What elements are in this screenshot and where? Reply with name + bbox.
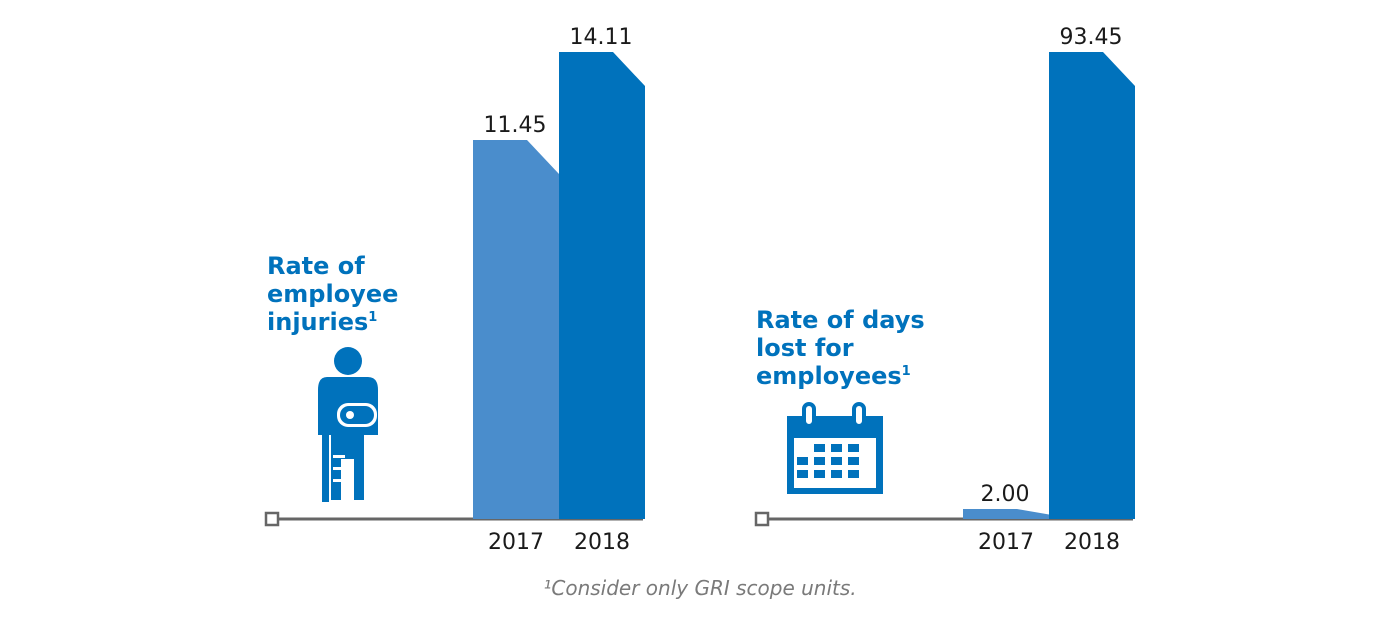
bar-value-label: 93.45 (1060, 25, 1123, 50)
title-line: Rate of (267, 252, 365, 280)
title-line: employee (267, 280, 399, 308)
bar-2018 (1049, 52, 1135, 519)
days-lost-chart-panel: Rate of days lost for employees1 2.00 201… (700, 0, 1400, 630)
bar-value-label: 2.00 (981, 482, 1030, 507)
x-tick-label: 2017 (978, 530, 1034, 555)
injured-person-crutch-icon (318, 347, 378, 502)
calendar-icon (787, 402, 883, 494)
footnote-marker: 1 (901, 364, 911, 379)
axis-origin-marker (754, 511, 770, 527)
x-tick-label: 2018 (574, 530, 630, 555)
x-tick-label: 2018 (1064, 530, 1120, 555)
title-line: lost for (756, 334, 854, 362)
injuries-chart-svg: 11.45 2017 14.11 2018 (264, 25, 645, 555)
days-lost-chart-svg: 2.00 2017 93.45 2018 (754, 25, 1135, 555)
title-line: employees1 (756, 362, 911, 390)
days-lost-chart-title: Rate of days lost for employees1 (756, 306, 925, 390)
bar-2017 (963, 509, 1049, 519)
bar-value-label: 11.45 (484, 113, 547, 138)
bar-2017 (473, 140, 559, 519)
bars-group: 2.00 2017 93.45 2018 (963, 25, 1135, 555)
bar-2018 (559, 52, 645, 519)
axis-origin-marker (264, 511, 280, 527)
bar-value-label: 14.11 (570, 25, 633, 50)
footnote-marker: 1 (368, 310, 378, 325)
x-tick-label: 2017 (488, 530, 544, 555)
title-line: injuries1 (267, 308, 378, 336)
bars-group: 11.45 2017 14.11 2018 (473, 25, 645, 555)
injuries-chart-title: Rate of employee injuries1 (267, 252, 398, 336)
footnote: ¹Consider only GRI scope units. (543, 576, 857, 600)
title-line: Rate of days (756, 306, 925, 334)
injuries-chart-panel: Rate of employee injuries1 11.45 2017 14.1… (264, 25, 645, 555)
